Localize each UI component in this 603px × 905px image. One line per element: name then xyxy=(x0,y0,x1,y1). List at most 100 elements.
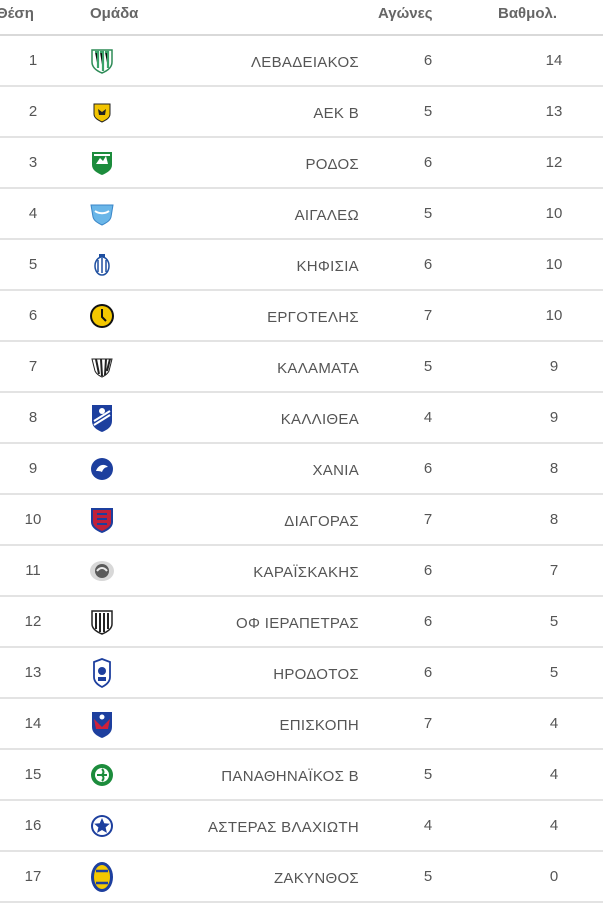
rodos-crest-icon xyxy=(88,149,115,176)
table-row[interactable]: 17 ΖΑΚΥΝΘΟΣ 5 0 xyxy=(0,852,603,903)
row-team-name[interactable]: ΚΑΡΑΪΣΚΑΚΗΣ xyxy=(253,564,359,581)
aek-crest-icon xyxy=(88,98,115,125)
row-position: 2 xyxy=(28,103,38,120)
table-row[interactable]: 1 ΛΕΒΑΔΕΙΑΚΟΣ 6 14 xyxy=(0,36,603,87)
table-row[interactable]: 8 ΚΑΛΛΙΘΕΑ 4 9 xyxy=(0,393,603,444)
irodotos-crest-icon xyxy=(88,657,115,688)
row-points: 10 xyxy=(545,307,563,324)
row-team-name[interactable]: ΑΙΓΑΛΕΩ xyxy=(294,207,359,224)
row-position: 9 xyxy=(28,460,38,477)
row-games: 4 xyxy=(423,409,433,426)
row-points: 8 xyxy=(549,511,559,528)
table-row[interactable]: 16 ΑΣΤΕΡΑΣ ΒΛΑΧΙΩΤΗ 4 4 xyxy=(0,801,603,852)
row-games: 6 xyxy=(423,562,433,579)
row-games: 6 xyxy=(423,664,433,681)
row-position: 8 xyxy=(28,409,38,426)
diagoras-crest-icon xyxy=(88,506,115,533)
row-position: 13 xyxy=(24,664,42,681)
table-row[interactable]: 2 ΑΕΚ Β 5 13 xyxy=(0,87,603,138)
row-position: 15 xyxy=(24,766,42,783)
row-team-name[interactable]: ΗΡΟΔΟΤΟΣ xyxy=(273,666,359,683)
row-team-name[interactable]: ΟΦ ΙΕΡΑΠΕΤΡΑΣ xyxy=(236,615,359,632)
row-team-name[interactable]: ΛΕΒΑΔΕΙΑΚΟΣ xyxy=(250,54,359,71)
header-points[interactable]: Βαθμολ. xyxy=(498,5,558,22)
row-position: 7 xyxy=(28,358,38,375)
row-games: 5 xyxy=(423,358,433,375)
asteras-vlachioti-crest-icon xyxy=(88,812,115,839)
row-position: 11 xyxy=(25,562,41,579)
row-points: 10 xyxy=(545,205,563,222)
header-games[interactable]: Αγώνες xyxy=(378,5,433,22)
row-position: 14 xyxy=(24,715,42,732)
row-points: 10 xyxy=(545,256,563,273)
table-row[interactable]: 9 ΧΑΝΙΑ 6 8 xyxy=(0,444,603,495)
panathinaikos-crest-icon xyxy=(88,761,115,788)
row-team-name[interactable]: ΑΕΚ Β xyxy=(313,105,359,122)
table-row[interactable]: 7 ΚΑΛΑΜΑΤΑ 5 9 xyxy=(0,342,603,393)
row-team-name[interactable]: ΖΑΚΥΝΘΟΣ xyxy=(273,870,359,887)
row-points: 9 xyxy=(549,409,559,426)
chania-crest-icon xyxy=(88,455,115,482)
row-team-name[interactable]: ΠΑΝΑΘΗΝΑΪΚΟΣ Β xyxy=(221,768,359,785)
row-points: 0 xyxy=(549,868,559,885)
row-team-name[interactable]: ΑΣΤΕΡΑΣ ΒΛΑΧΙΩΤΗ xyxy=(208,819,359,836)
row-points: 4 xyxy=(549,766,559,783)
table-body: 1 ΛΕΒΑΔΕΙΑΚΟΣ 6 14 2 ΑΕΚ Β 5 13 3 ΡΟΔΟΣ 6 12 4 ΑΙΓΑΛΕ… xyxy=(0,36,603,903)
row-points: 4 xyxy=(549,817,559,834)
row-points: 14 xyxy=(545,52,563,69)
table-row[interactable]: 5 ΚΗΦΙΣΙΑ 6 10 xyxy=(0,240,603,291)
row-points: 4 xyxy=(549,715,559,732)
row-points: 7 xyxy=(549,562,559,579)
table-row[interactable]: 3 ΡΟΔΟΣ 6 12 xyxy=(0,138,603,189)
table-row[interactable]: 11 ΚΑΡΑΪΣΚΑΚΗΣ 6 7 xyxy=(0,546,603,597)
table-row[interactable]: 6 ΕΡΓΟΤΕΛΗΣ 7 10 xyxy=(0,291,603,342)
row-team-name[interactable]: ΧΑΝΙΑ xyxy=(312,462,359,479)
row-points: 5 xyxy=(549,664,559,681)
aigaleo-crest-icon xyxy=(88,200,115,227)
row-position: 6 xyxy=(28,307,38,324)
row-position: 16 xyxy=(24,817,42,834)
row-games: 5 xyxy=(423,766,433,783)
row-games: 6 xyxy=(423,460,433,477)
episkopi-crest-icon xyxy=(88,710,115,738)
row-games: 6 xyxy=(423,613,433,630)
row-team-name[interactable]: ΚΑΛΑΜΑΤΑ xyxy=(277,360,359,377)
row-team-name[interactable]: ΚΑΛΛΙΘΕΑ xyxy=(280,411,359,428)
header-team[interactable]: Ομάδα xyxy=(90,5,139,22)
kifisia-crest-icon xyxy=(88,251,115,278)
row-games: 5 xyxy=(423,868,433,885)
row-games: 7 xyxy=(423,511,433,528)
row-position: 3 xyxy=(28,154,38,171)
table-row[interactable]: 4 ΑΙΓΑΛΕΩ 5 10 xyxy=(0,189,603,240)
row-games: 6 xyxy=(423,256,433,273)
row-games: 7 xyxy=(423,307,433,324)
table-row[interactable]: 13 ΗΡΟΔΟΤΟΣ 6 5 xyxy=(0,648,603,699)
row-points: 13 xyxy=(545,103,563,120)
row-team-name[interactable]: ΚΗΦΙΣΙΑ xyxy=(296,258,359,275)
row-team-name[interactable]: ΕΡΓΟΤΕΛΗΣ xyxy=(267,309,359,326)
row-games: 7 xyxy=(423,715,433,732)
row-games: 4 xyxy=(423,817,433,834)
row-games: 5 xyxy=(423,103,433,120)
table-row[interactable]: 12 ΟΦ ΙΕΡΑΠΕΤΡΑΣ 6 5 xyxy=(0,597,603,648)
row-position: 5 xyxy=(28,256,38,273)
row-points: 5 xyxy=(549,613,559,630)
row-games: 6 xyxy=(423,154,433,171)
row-points: 9 xyxy=(549,358,559,375)
ergotelis-crest-icon xyxy=(88,302,115,329)
row-position: 12 xyxy=(24,613,42,630)
zakynthos-crest-icon xyxy=(88,861,115,892)
table-row[interactable]: 15 ΠΑΝΑΘΗΝΑΪΚΟΣ Β 5 4 xyxy=(0,750,603,801)
table-row[interactable]: 14 ΕΠΙΣΚΟΠΗ 7 4 xyxy=(0,699,603,750)
karaiskakis-crest-icon xyxy=(88,557,115,584)
row-team-name[interactable]: ΕΠΙΣΚΟΠΗ xyxy=(279,717,359,734)
row-team-name[interactable]: ΡΟΔΟΣ xyxy=(305,156,359,173)
of-ierapetras-crest-icon xyxy=(88,608,115,635)
row-games: 5 xyxy=(423,205,433,222)
row-team-name[interactable]: ΔΙΑΓΟΡΑΣ xyxy=(284,513,359,530)
table-row[interactable]: 10 ΔΙΑΓΟΡΑΣ 7 8 xyxy=(0,495,603,546)
header-position[interactable]: Θέση xyxy=(0,5,34,22)
row-points: 8 xyxy=(549,460,559,477)
row-games: 6 xyxy=(423,52,433,69)
